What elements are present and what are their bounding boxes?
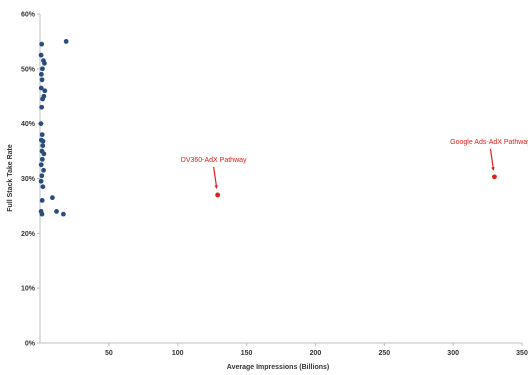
data-point <box>42 88 48 94</box>
annotations: DV360-AdX Pathway Google Ads-AdX Pathway <box>181 139 528 189</box>
data-point <box>38 85 44 91</box>
data-points <box>38 39 497 217</box>
x-tick-label: 300 <box>447 350 459 357</box>
annotation-arrowhead <box>214 185 218 189</box>
y-tick-label: 10% <box>21 286 36 293</box>
x-tick-label: 200 <box>310 350 322 357</box>
data-point <box>54 209 59 214</box>
data-point <box>41 167 46 173</box>
annotation-arrowhead <box>491 167 495 171</box>
x-tick-label: 250 <box>378 350 390 357</box>
data-point <box>39 173 45 179</box>
annotation-label: DV360-AdX Pathway <box>181 157 247 164</box>
data-point <box>39 211 45 217</box>
data-point <box>40 184 46 190</box>
data-point <box>42 60 47 66</box>
x-axis: 50 100 150 200 250 300 350 <box>40 342 528 357</box>
highlight-point <box>215 192 221 198</box>
y-tick-label: 0% <box>25 341 36 348</box>
annotation-arrow <box>489 148 495 170</box>
y-tick-label: 40% <box>21 121 36 128</box>
annotation-arrow <box>213 166 218 189</box>
data-point <box>38 121 44 127</box>
y-tick-label: 50% <box>21 66 36 73</box>
x-tick-label: 150 <box>241 350 253 357</box>
data-point <box>39 77 45 83</box>
x-axis-title: Average Impressions (Billions) <box>227 364 329 371</box>
y-tick-label: 20% <box>21 231 36 238</box>
y-axis: 0% 10% 20% 30% 40% 50% 60% <box>21 12 41 348</box>
data-point <box>40 96 46 102</box>
data-point <box>38 162 44 168</box>
y-tick-label: 30% <box>21 176 36 183</box>
y-tick-label: 60% <box>21 12 36 19</box>
x-tick-label: 350 <box>516 350 528 357</box>
data-point <box>49 195 55 201</box>
highlight-point <box>492 174 497 180</box>
data-point <box>63 39 69 44</box>
x-tick-label: 100 <box>172 350 184 357</box>
data-point <box>39 104 45 110</box>
data-point <box>38 178 44 184</box>
data-point <box>39 156 45 162</box>
data-point <box>38 52 44 58</box>
y-axis-title: Full Stack Take Rate <box>7 144 14 212</box>
data-point <box>40 138 46 144</box>
data-point <box>38 71 44 77</box>
annotation-label: Google Ads-AdX Pathway <box>450 139 528 146</box>
data-point <box>40 143 46 149</box>
data-point <box>39 198 45 203</box>
data-point <box>39 41 45 47</box>
data-point <box>41 151 47 157</box>
x-tick-label: 50 <box>105 350 113 357</box>
data-point <box>61 211 66 217</box>
data-point <box>39 132 45 138</box>
data-point <box>40 66 45 72</box>
